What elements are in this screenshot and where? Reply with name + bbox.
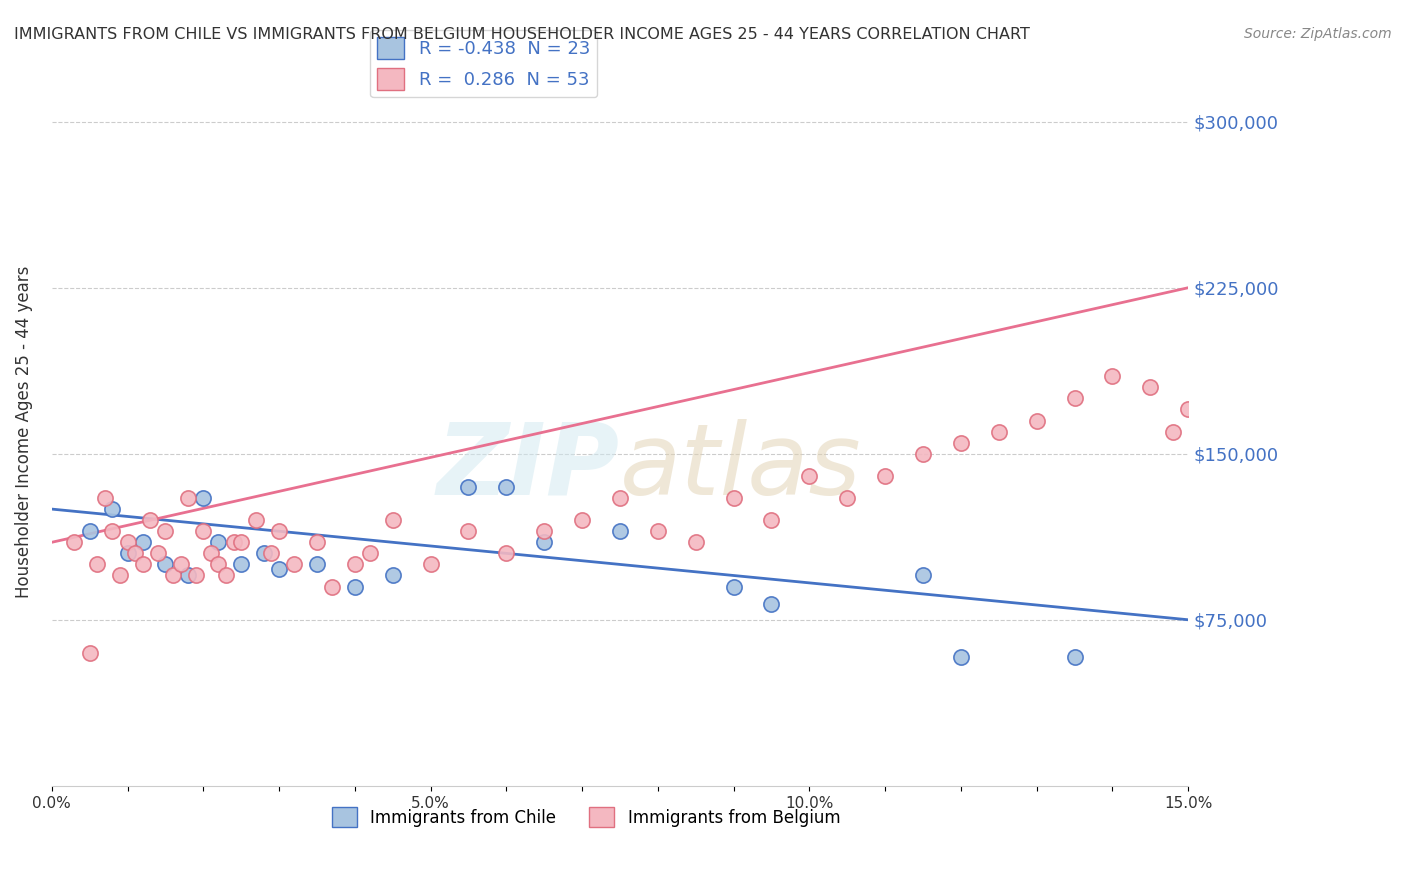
Point: [215, 568, 238, 582]
Point: [124, 546, 146, 560]
Point: [155, 558, 177, 572]
Point: [131, 535, 153, 549]
Point: [609, 491, 631, 505]
Point: [1101, 369, 1123, 384]
Point: [533, 524, 555, 539]
Point: [1177, 402, 1199, 417]
Point: [207, 558, 229, 572]
Point: [1139, 380, 1161, 394]
Point: [207, 535, 229, 549]
Point: [1063, 650, 1085, 665]
Point: [359, 546, 381, 560]
Point: [495, 546, 517, 560]
Point: [139, 513, 162, 527]
Point: [343, 558, 366, 572]
Point: [761, 597, 783, 611]
Point: [283, 558, 305, 572]
Point: [260, 546, 283, 560]
Point: [155, 524, 177, 539]
Point: [117, 546, 139, 560]
Point: [949, 435, 972, 450]
Point: [343, 580, 366, 594]
Point: [177, 491, 200, 505]
Point: [169, 558, 191, 572]
Point: [609, 524, 631, 539]
Point: [63, 535, 86, 549]
Point: [457, 480, 479, 494]
Point: [987, 425, 1010, 439]
Point: [911, 447, 934, 461]
Point: [146, 546, 169, 560]
Point: [799, 469, 821, 483]
Point: [949, 650, 972, 665]
Point: [837, 491, 859, 505]
Point: [723, 580, 745, 594]
Point: [200, 546, 222, 560]
Point: [231, 558, 253, 572]
Point: [321, 580, 343, 594]
Point: [495, 480, 517, 494]
Point: [381, 513, 404, 527]
Point: [305, 558, 328, 572]
Point: [253, 546, 276, 560]
Point: [1161, 425, 1184, 439]
Point: [1063, 392, 1085, 406]
Point: [222, 535, 245, 549]
Point: [131, 558, 153, 572]
Point: [457, 524, 479, 539]
Text: ZIP: ZIP: [437, 418, 620, 516]
Point: [305, 535, 328, 549]
Text: atlas: atlas: [620, 418, 862, 516]
Point: [101, 502, 124, 516]
Point: [1025, 413, 1047, 427]
Point: [108, 568, 131, 582]
Point: [761, 513, 783, 527]
Text: IMMIGRANTS FROM CHILE VS IMMIGRANTS FROM BELGIUM HOUSEHOLDER INCOME AGES 25 - 44: IMMIGRANTS FROM CHILE VS IMMIGRANTS FROM…: [14, 27, 1031, 42]
Point: [533, 535, 555, 549]
Point: [267, 562, 290, 576]
Point: [419, 558, 441, 572]
Point: [267, 524, 290, 539]
Point: [177, 568, 200, 582]
Y-axis label: Householder Income Ages 25 - 44 years: Householder Income Ages 25 - 44 years: [15, 266, 32, 598]
Point: [193, 491, 215, 505]
Point: [79, 524, 101, 539]
Point: [723, 491, 745, 505]
Point: [571, 513, 593, 527]
Point: [381, 568, 404, 582]
Point: [101, 524, 124, 539]
Point: [94, 491, 117, 505]
Legend: Immigrants from Chile, Immigrants from Belgium: Immigrants from Chile, Immigrants from B…: [325, 800, 846, 834]
Point: [86, 558, 108, 572]
Point: [911, 568, 934, 582]
Point: [245, 513, 267, 527]
Point: [193, 524, 215, 539]
Point: [231, 535, 253, 549]
Point: [875, 469, 897, 483]
Point: [184, 568, 207, 582]
Point: [647, 524, 669, 539]
Point: [117, 535, 139, 549]
Text: Source: ZipAtlas.com: Source: ZipAtlas.com: [1244, 27, 1392, 41]
Point: [685, 535, 707, 549]
Point: [162, 568, 184, 582]
Point: [79, 646, 101, 660]
